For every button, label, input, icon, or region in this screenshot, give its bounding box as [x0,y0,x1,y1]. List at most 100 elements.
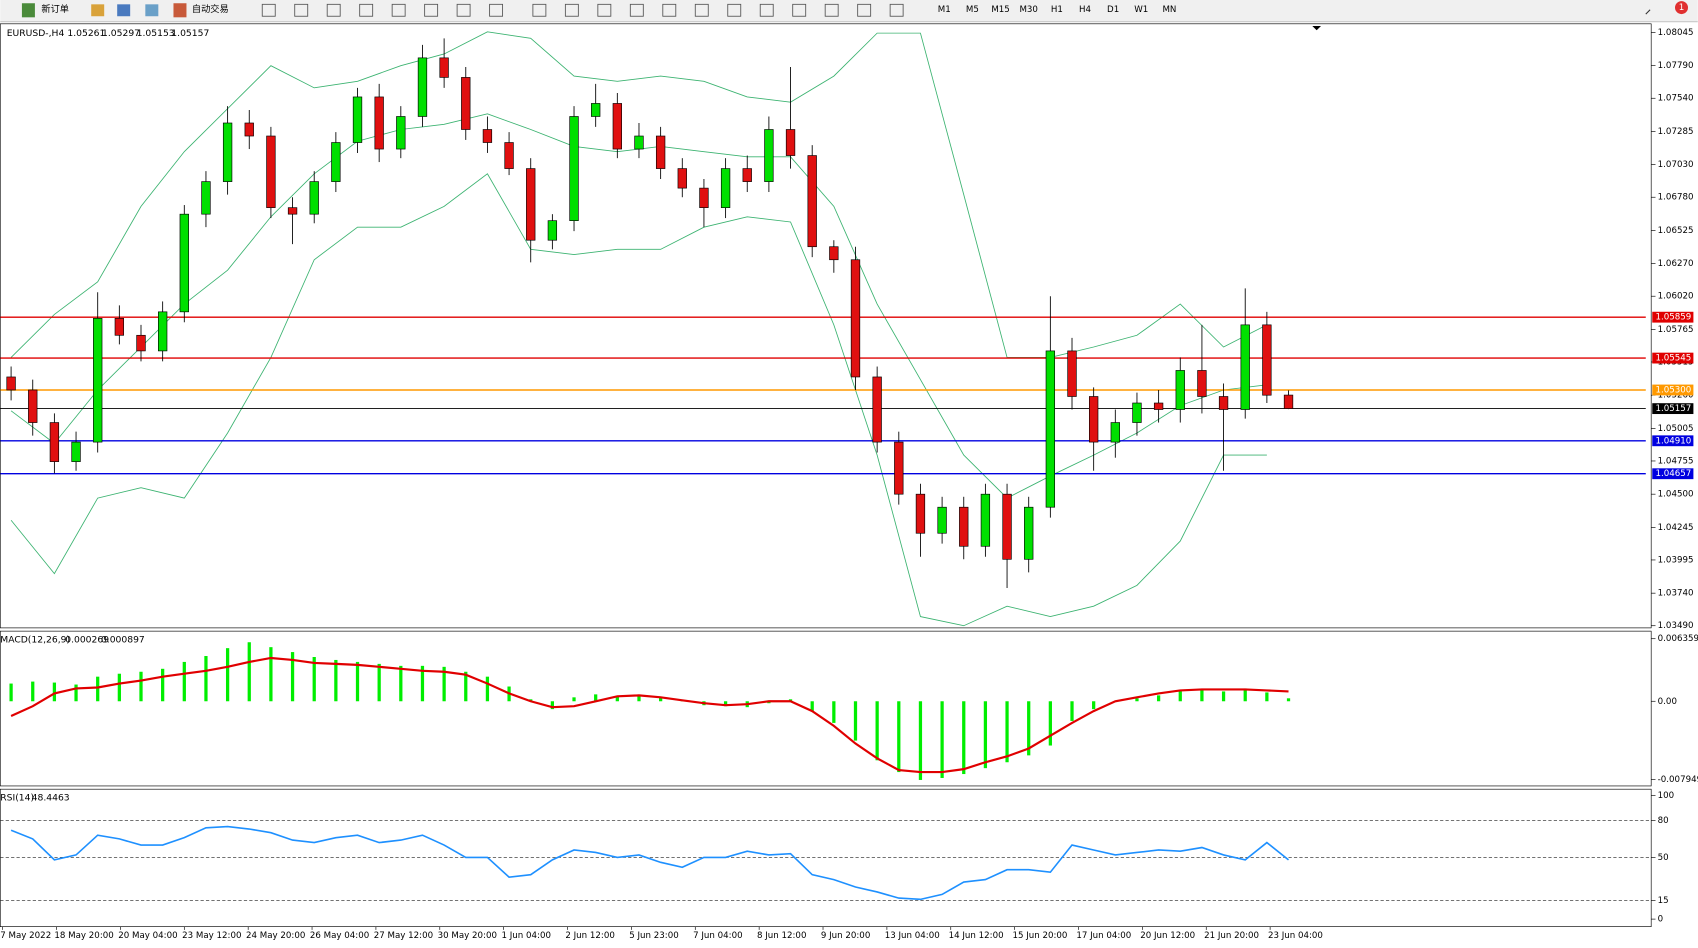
tool-icon[interactable] [564,3,579,17]
y-tick-label: 1.05765 [1658,325,1694,335]
tool-icon[interactable] [662,3,677,17]
price-level-label: 1.04910 [1656,436,1692,446]
macd-bar [1092,701,1096,710]
candle-body [28,389,38,423]
price-level-label: 1.05859 [1656,313,1692,323]
candle-body [526,168,536,241]
price-plot [0,31,1646,627]
auto-trade-button[interactable]: 自动交易 [192,3,229,15]
candle-body [872,376,882,443]
ohlc-value: 1.05297 [102,28,140,39]
macd-bar [377,663,381,702]
macd-bar [247,642,251,702]
price-level-tag [1652,403,1694,415]
tool-icon[interactable] [145,4,159,17]
tool-icon[interactable] [91,4,105,17]
macd-bar [1135,698,1139,702]
tool-icon[interactable] [261,3,276,17]
tool-icon[interactable] [294,3,309,17]
candle-body [396,116,406,150]
macd-signal-value: 0.000897 [101,634,145,645]
x-tick-label: 1 Jun 04:00 [501,931,550,941]
tool-icon[interactable] [391,3,406,17]
timeframe-button[interactable]: W1 [1134,5,1148,15]
macd-bar [464,671,468,702]
y-tick-label: 1.05005 [1658,424,1694,434]
tool-icon[interactable] [489,3,504,17]
macd-bar [1027,701,1031,756]
x-tick-label: 14 Jun 12:00 [949,931,1004,941]
candle-body [309,181,319,215]
timeframe-button[interactable]: MN [1162,5,1176,15]
ohlc-value: 1.05153 [137,28,175,39]
macd-bar [96,676,100,702]
candle-body [244,122,254,137]
notification-badge[interactable] [1675,1,1688,15]
y-tick-label: 50 [1658,853,1669,863]
timeframe-button[interactable]: M30 [1019,5,1037,15]
auto-trade-icon[interactable] [173,3,187,18]
tool-icon[interactable] [694,3,709,17]
tool-icon[interactable] [727,3,742,17]
candle-body [785,129,796,156]
rsi-value: 48.4463 [32,792,70,803]
timeframe-button[interactable]: H4 [1079,5,1092,15]
tool-icon[interactable] [359,3,374,17]
search-icon[interactable] [1645,9,1651,15]
candle-body [1045,350,1056,508]
tool-icon[interactable] [117,4,131,17]
y-tick-label: 100 [1658,791,1675,801]
timeframe-button[interactable]: M1 [938,5,951,15]
bollinger-lower [10,173,1267,627]
timeframe-button[interactable]: M15 [991,5,1009,15]
toolbar [0,0,1698,22]
tool-icon[interactable] [857,3,872,17]
new-order-button[interactable]: 新订单 [41,3,69,15]
tool-icon[interactable] [326,3,341,17]
new-order-icon[interactable] [21,3,35,18]
candle-body [959,506,969,547]
candle-body [136,334,146,352]
tool-icon[interactable] [629,3,644,17]
price-level-label: 1.05545 [1656,354,1692,364]
y-tick-label: 80 [1658,816,1669,826]
candle-body [980,493,991,547]
timeframe-button[interactable]: M5 [966,5,979,15]
candle-body [547,220,558,241]
tool-icon[interactable] [889,3,904,17]
tool-icon[interactable] [532,3,547,17]
macd-bar [31,681,35,702]
x-tick-label: 8 Jun 12:00 [757,931,806,941]
tool-icon[interactable] [824,3,839,17]
x-tick-label: 26 May 04:00 [310,931,369,941]
rsi-plot [0,819,1652,901]
macd-bar [269,647,273,702]
macd-bar [420,665,425,702]
candle-body [417,57,428,117]
tool-icon[interactable] [597,3,612,17]
candle-body [1153,402,1164,410]
candle-body [439,57,449,78]
macd-bar [1221,691,1226,702]
candle-body [764,129,774,182]
tool-icon[interactable] [424,3,439,17]
shift-marker [1312,25,1321,31]
candle-body [1283,394,1294,409]
macd-bar [550,701,554,710]
candle-body [655,135,666,169]
candle-body [720,168,731,208]
x-tick-label: 30 May 20:00 [438,931,497,941]
candle-body [222,122,233,182]
tool-icon[interactable] [792,3,807,17]
y-tick-label: 1.06525 [1658,226,1694,236]
timeframe-button[interactable]: H1 [1051,5,1063,15]
tool-icon[interactable] [759,3,774,17]
tool-icon[interactable] [456,3,471,17]
timeframe-button[interactable]: D1 [1107,5,1119,15]
price-level-label: 1.05157 [1656,404,1692,414]
x-tick-label: 2 Jun 12:00 [565,931,614,941]
candle-body [482,129,493,143]
candle-body [1240,324,1250,410]
macd-signal [10,656,1289,774]
macd-bar [1200,690,1204,702]
